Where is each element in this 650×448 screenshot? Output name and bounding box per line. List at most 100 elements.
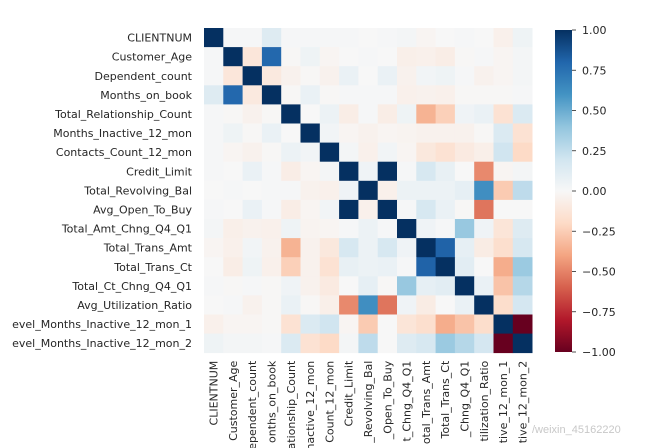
heatmap-cell-r5-c16: [512, 123, 533, 143]
heatmap-cell-r11-c1: [223, 238, 243, 258]
column-label-10: t_Chng_Q4_Q1: [401, 361, 414, 442]
heatmap-cell-r13-c14: [474, 276, 494, 296]
heatmap-cell-r1-c13: [454, 47, 475, 67]
heatmap-cell-r2-c0: [204, 66, 224, 86]
heatmap-cell-r10-c7: [339, 219, 359, 239]
heatmap-cell-r9-c15: [493, 199, 514, 220]
heatmap-cell-r3-c8: [358, 85, 379, 105]
heatmap-cell-r12-c16: [512, 257, 533, 277]
heatmap-cell-r2-c4: [281, 66, 301, 86]
heatmap-cell-r14-c9: [377, 295, 398, 315]
colorbar: 1.00 0.75 0.50 0.25 0.00 −0.25 −0.50 −0.75 −1.00: [555, 24, 616, 359]
row-label-4: Total_Relationship_Count: [54, 108, 193, 121]
heatmap-cell-r13-c11: [416, 276, 436, 296]
heatmap-cell-r3-c16: [512, 85, 533, 105]
heatmap-cell-r7-c16: [512, 161, 533, 182]
heatmap-cell-r2-c6: [319, 66, 340, 86]
watermark-text: /weixin_45162220: [532, 424, 621, 436]
colorbar-tick-label-8: −1.00: [582, 346, 616, 359]
heatmap-cell-r12-c0: [204, 257, 224, 277]
heatmap-cell-r13-c1: [223, 276, 243, 296]
heatmap-cell-r13-c8: [358, 276, 379, 296]
heatmap-cell-r14-c15: [493, 295, 514, 315]
heatmap-cell-r14-c12: [435, 295, 456, 315]
column-label-9: _Open_To_Buy: [381, 360, 394, 440]
heatmap-cell-r0-c9: [377, 28, 398, 48]
heatmap-cell-r14-c14: [474, 295, 494, 315]
heatmap-cell-r7-c3: [261, 161, 282, 182]
heatmap-cell-r1-c0: [204, 47, 224, 67]
row-label-14: Avg_Utilization_Ratio: [77, 299, 192, 312]
heatmap-cell-r10-c4: [281, 219, 301, 239]
heatmap-cell-r6-c2: [242, 142, 263, 163]
heatmap-cell-r16-c6: [319, 333, 340, 354]
heatmap-cell-r8-c2: [242, 180, 263, 201]
heatmap-cell-r5-c6: [319, 123, 340, 143]
heatmap-cell-r15-c8: [358, 314, 379, 334]
heatmap-cell-r10-c5: [300, 219, 321, 239]
heatmap-cell-r14-c4: [281, 295, 301, 315]
column-label-15: tive_12_mon_1: [497, 361, 510, 444]
heatmap-cell-r13-c2: [242, 276, 263, 296]
heatmap-cell-r4-c4: [281, 104, 301, 124]
row-label-15: evel_Months_Inactive_12_mon_1: [12, 318, 192, 331]
heatmap-cell-r1-c10: [397, 47, 417, 67]
heatmap-cell-r0-c8: [358, 28, 379, 48]
heatmap-cell-r8-c13: [454, 180, 475, 201]
heatmap-cell-r1-c8: [358, 47, 379, 67]
heatmap-cell-r0-c2: [242, 28, 263, 48]
heatmap-cell-r14-c3: [261, 295, 282, 315]
row-labels: CLIENTNUM Customer_Age Dependent_count Mont…: [12, 32, 193, 351]
heatmap-cell-r10-c8: [358, 219, 379, 239]
heatmap-cell-r10-c6: [319, 219, 340, 239]
heatmap-cell-r5-c4: [281, 123, 301, 143]
heatmap-cell-r4-c16: [512, 104, 533, 124]
heatmap-cell-r6-c7: [339, 142, 359, 163]
heatmap-cell-r0-c5: [300, 28, 321, 48]
column-label-3: onths_on_book: [266, 360, 279, 443]
heatmap-cell-r13-c7: [339, 276, 359, 296]
colorbar-tick-label-4: 0.00: [582, 185, 607, 198]
heatmap-cell-r1-c14: [474, 47, 494, 67]
heatmap-cell-r15-c11: [416, 314, 436, 334]
heatmap-cell-r5-c7: [339, 123, 359, 143]
heatmap-cell-r3-c10: [397, 85, 417, 105]
heatmap-cell-r6-c6: [319, 142, 340, 163]
heatmap-cell-r9-c4: [281, 199, 301, 220]
heatmap-cell-r15-c5: [300, 314, 321, 334]
heatmap-cell-r7-c6: [319, 161, 340, 182]
heatmap-cell-r13-c3: [261, 276, 282, 296]
colorbar-tick-label-7: −0.75: [582, 306, 616, 319]
heatmap-cell-r15-c4: [281, 314, 301, 334]
heatmap-cell-r12-c7: [339, 257, 359, 277]
column-label-8: _Revolving_Bal: [362, 361, 375, 444]
heatmap-cell-r16-c1: [223, 333, 243, 354]
heatmap-cell-r6-c14: [474, 142, 494, 163]
heatmap-cell-r6-c0: [204, 142, 224, 163]
heatmap-cell-r9-c14: [474, 199, 494, 220]
row-label-3: Months_on_book: [100, 89, 192, 102]
heatmap-cell-r11-c2: [242, 238, 263, 258]
heatmap-cell-r7-c5: [300, 161, 321, 182]
heatmap-cell-r6-c10: [397, 142, 417, 163]
heatmap-cell-r1-c15: [493, 47, 514, 67]
heatmap-cell-r9-c16: [512, 199, 533, 220]
heatmap-cell-r12-c4: [281, 257, 301, 277]
heatmap-cell-r2-c11: [416, 66, 436, 86]
heatmap-cell-r14-c6: [319, 295, 340, 315]
colorbar-tick-label-2: 0.50: [582, 105, 607, 118]
heatmap-cell-r13-c13: [454, 276, 475, 296]
column-label-12: Total_Trans_Ct: [439, 360, 452, 439]
heatmap-cell-r7-c4: [281, 161, 301, 182]
heatmap-cell-r6-c3: [261, 142, 282, 163]
heatmap-cell-r9-c7: [339, 199, 359, 220]
heatmap-cell-r3-c4: [281, 85, 301, 105]
heatmap-cell-r9-c12: [435, 199, 456, 220]
heatmap-cell-r2-c12: [435, 66, 456, 86]
row-label-10: Total_Amt_Chng_Q4_Q1: [61, 223, 192, 236]
heatmap-cell-r11-c15: [493, 238, 514, 258]
heatmap-cell-r15-c15: [493, 314, 514, 334]
heatmap-cell-r8-c1: [223, 180, 243, 201]
heatmap-cell-r5-c8: [358, 123, 379, 143]
heatmap-cell-r3-c0: [204, 85, 224, 105]
